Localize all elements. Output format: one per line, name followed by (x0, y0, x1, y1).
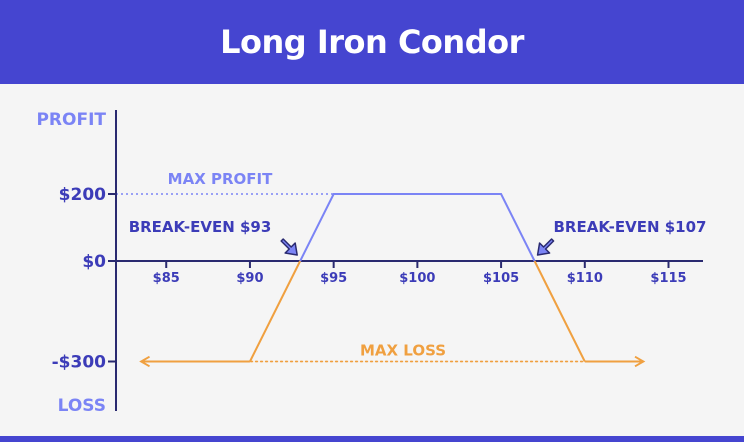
header-bar: Long Iron Condor (0, 0, 744, 84)
y-axis-top-label: PROFIT (36, 110, 106, 130)
y-tick-label: $200 (59, 185, 106, 205)
loss-line (249, 260, 302, 362)
x-tick-label: $95 (320, 271, 347, 286)
payoff-chart: $200 $0 -$300 PROFIT LOSS $85 $90 $95 $100 $105 $1… (36, 110, 707, 416)
page-title: Long Iron Condor (220, 23, 524, 61)
y-tick-label: -$300 (52, 353, 107, 373)
x-tick-label: $105 (483, 271, 519, 286)
x-tick-label: $90 (236, 271, 263, 286)
y-tick-label: $0 (82, 252, 106, 272)
x-tick-label: $110 (567, 271, 603, 286)
y-axis-bottom-label: LOSS (58, 396, 106, 416)
break-even-left-icon (280, 238, 298, 256)
chart-area: $200 $0 -$300 PROFIT LOSS $85 $90 $95 $100 $105 $1… (0, 84, 744, 436)
x-tick-label: $115 (650, 271, 686, 286)
profit-line (299, 193, 536, 262)
footer-bar (0, 436, 744, 442)
break-even-left-icon-shape (280, 238, 298, 256)
break-even-right-icon (536, 238, 555, 256)
max-loss-label: MAX LOSS (360, 342, 446, 360)
max-profit-label: MAX PROFIT (168, 170, 273, 188)
break-even-right-icon-shape (536, 238, 555, 256)
loss-line (533, 260, 586, 362)
break-even-left-label: BREAK-EVEN $93 (129, 218, 272, 236)
x-tick-label: $85 (153, 271, 180, 286)
break-even-right-label: BREAK-EVEN $107 (553, 218, 706, 236)
x-tick-label: $100 (399, 271, 435, 286)
